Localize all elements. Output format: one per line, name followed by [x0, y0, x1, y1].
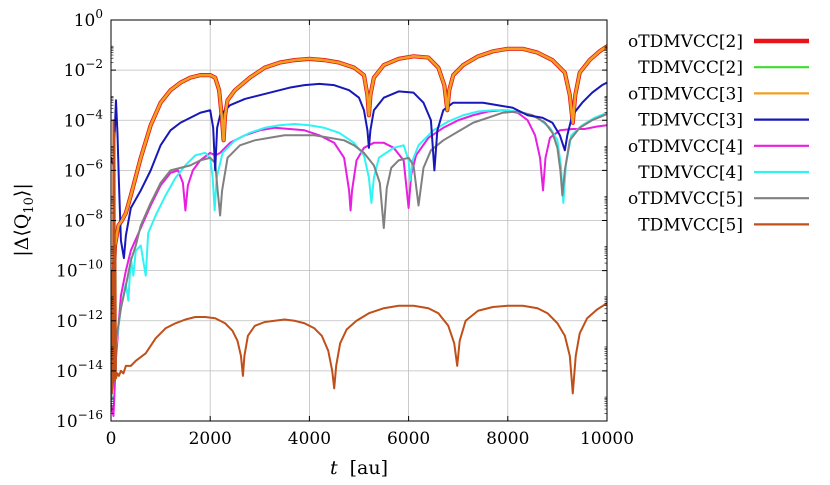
- x-axis-label-unit: [au]: [350, 457, 388, 479]
- legend-label: oTDMVCC[2]: [628, 32, 743, 52]
- legend-label: oTDMVCC[5]: [628, 189, 743, 209]
- y-axis-label-main: |Δ⟨Q: [11, 214, 33, 257]
- x-tick-label: 0: [106, 429, 117, 449]
- y-tick-label: 10−8: [64, 208, 103, 232]
- y-tick-label: 10−10: [56, 258, 103, 282]
- y-axis-label: |Δ⟨Q10⟩|: [11, 183, 37, 257]
- x-tick-label: 6000: [387, 429, 430, 449]
- legend-label: oTDMVCC[3]: [628, 84, 743, 104]
- legend-label: TDMVCC[5]: [638, 215, 743, 235]
- y-tick-label: 10−2: [64, 57, 103, 81]
- x-axis-ticks: 0 2000 4000 6000 8000 10000: [106, 20, 634, 449]
- y-axis-label-end: ⟩|: [11, 183, 33, 197]
- x-tick-label: 10000: [580, 429, 634, 449]
- legend-label: TDMVCC[3]: [638, 111, 743, 131]
- x-tick-label: 4000: [288, 429, 331, 449]
- y-tick-label: 10−6: [64, 157, 103, 181]
- legend: oTDMVCC[2] TDMVCC[2] oTDMVCC[3] TDMVCC[3] oT…: [628, 32, 809, 235]
- y-tick-label: 10−14: [56, 358, 103, 382]
- y-tick-label: 100: [74, 7, 103, 31]
- legend-label: oTDMVCC[4]: [628, 137, 743, 157]
- series-line-tdmvcc-5: [111, 119, 607, 395]
- y-tick-label: 10−12: [56, 308, 103, 332]
- legend-label: TDMVCC[2]: [638, 58, 743, 78]
- x-axis-label: t [au]: [330, 457, 388, 479]
- y-axis-label-subscript: 10: [22, 197, 37, 214]
- y-axis-ticks: 10−16 10−14 10−12 10−10 10−8 10−6 10−4 10−2 100: [56, 7, 607, 432]
- x-axis-label-var: t: [330, 457, 338, 479]
- series-line-otdmvcc-3: [111, 45, 607, 388]
- series-layer: [111, 44, 607, 417]
- x-tick-label: 2000: [189, 429, 232, 449]
- svg-text:|Δ⟨Q10⟩|: |Δ⟨Q10⟩|: [11, 183, 37, 257]
- series-line-tdmvcc-3: [111, 81, 607, 260]
- series-line-otdmvcc-5: [111, 110, 607, 397]
- y-tick-label: 10−16: [56, 408, 103, 432]
- series-line-otdmvcc-4: [111, 109, 607, 417]
- x-tick-label: 8000: [486, 429, 529, 449]
- y-tick-label: 10−4: [64, 107, 104, 131]
- legend-label: TDMVCC[4]: [638, 163, 743, 183]
